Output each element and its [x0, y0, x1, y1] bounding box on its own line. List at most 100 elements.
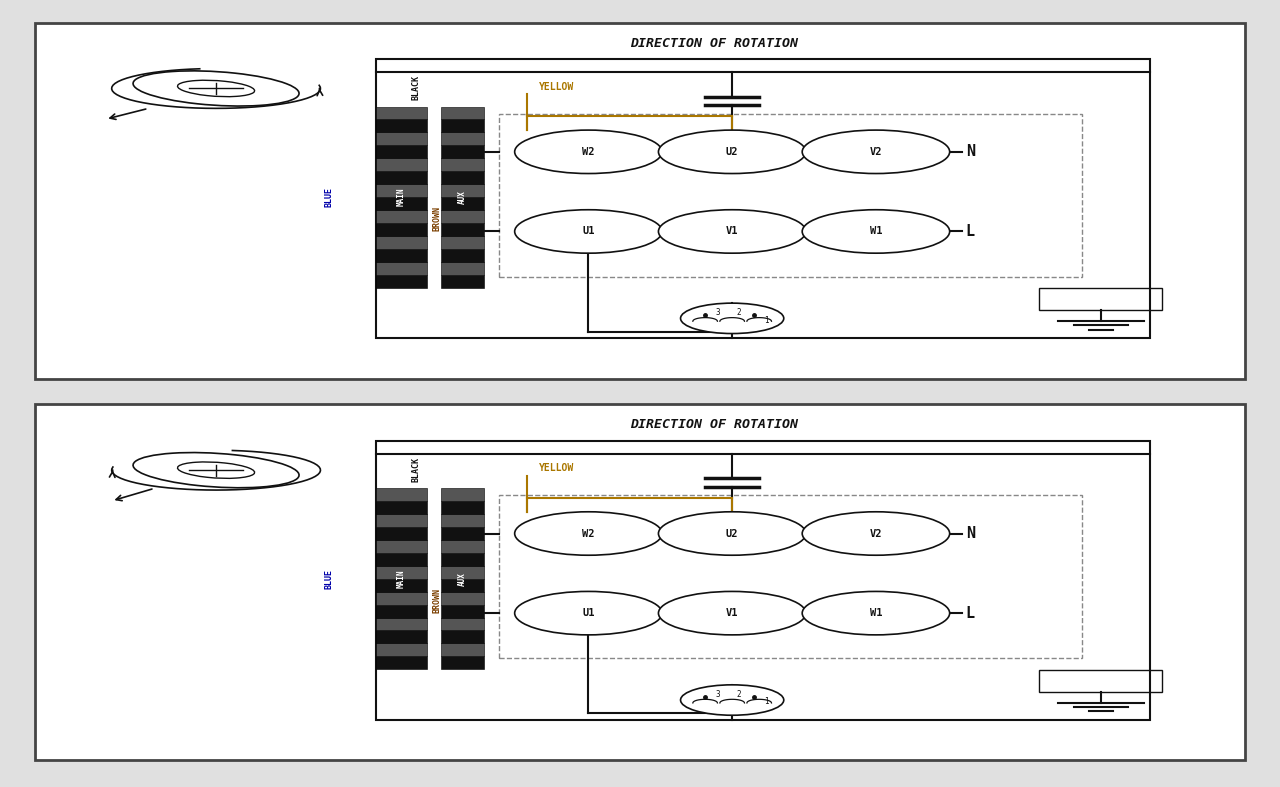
Bar — [440, 132, 484, 146]
Bar — [376, 566, 428, 578]
Bar — [1039, 670, 1162, 692]
Bar — [376, 630, 428, 644]
Bar — [440, 488, 484, 501]
Circle shape — [803, 592, 950, 635]
Bar — [440, 146, 484, 158]
Bar — [1039, 288, 1162, 310]
Bar — [376, 553, 428, 566]
Bar — [376, 644, 428, 656]
Text: 2: 2 — [736, 308, 741, 317]
Bar — [440, 578, 484, 592]
Bar — [440, 604, 484, 618]
Bar — [376, 172, 428, 184]
Text: AUX: AUX — [458, 190, 467, 204]
Text: N: N — [965, 526, 975, 541]
Text: 3: 3 — [716, 689, 719, 699]
Text: BLACK: BLACK — [412, 456, 421, 482]
Bar — [440, 618, 484, 630]
Text: V2: V2 — [869, 529, 882, 538]
Bar — [440, 172, 484, 184]
Circle shape — [681, 303, 783, 334]
Bar — [440, 527, 484, 540]
Bar — [376, 604, 428, 618]
Bar — [499, 496, 1083, 659]
Bar — [376, 184, 428, 197]
Bar — [499, 114, 1083, 277]
Text: DIRECTION OF ROTATION: DIRECTION OF ROTATION — [630, 419, 797, 431]
Text: MAIN: MAIN — [397, 188, 406, 206]
Bar — [440, 210, 484, 223]
Bar — [440, 262, 484, 275]
Circle shape — [515, 209, 662, 253]
Bar — [376, 197, 428, 210]
Text: W2: W2 — [582, 529, 595, 538]
Bar — [376, 146, 428, 158]
Text: YELLOW: YELLOW — [539, 464, 575, 473]
Text: 3: 3 — [716, 308, 719, 317]
Bar — [440, 106, 484, 120]
Bar — [376, 514, 428, 527]
Text: U1: U1 — [582, 227, 595, 236]
Text: V2: V2 — [869, 147, 882, 157]
Text: MAIN: MAIN — [397, 570, 406, 588]
Bar — [440, 275, 484, 287]
Bar — [440, 630, 484, 644]
Text: V1: V1 — [726, 227, 739, 236]
Bar — [376, 618, 428, 630]
Circle shape — [658, 130, 806, 173]
Bar — [440, 644, 484, 656]
Bar — [376, 275, 428, 287]
Bar — [440, 514, 484, 527]
Bar — [376, 501, 428, 514]
Bar — [376, 249, 428, 262]
Text: V1: V1 — [726, 608, 739, 618]
Bar — [440, 592, 484, 604]
Bar — [440, 197, 484, 210]
Bar — [376, 488, 428, 501]
Text: BLUE: BLUE — [325, 569, 334, 589]
Bar — [440, 656, 484, 669]
Bar — [376, 656, 428, 669]
Text: 1: 1 — [764, 697, 769, 707]
Bar — [376, 210, 428, 223]
Circle shape — [658, 512, 806, 556]
Bar — [376, 540, 428, 553]
Bar — [376, 578, 428, 592]
Text: 1: 1 — [764, 316, 769, 325]
Bar — [376, 223, 428, 236]
Text: DIRECTION OF ROTATION: DIRECTION OF ROTATION — [630, 37, 797, 50]
Bar — [440, 236, 484, 249]
Bar — [376, 60, 1149, 338]
Bar — [376, 132, 428, 146]
Circle shape — [515, 512, 662, 556]
Bar — [376, 592, 428, 604]
Circle shape — [515, 130, 662, 173]
Bar — [376, 527, 428, 540]
Circle shape — [803, 130, 950, 173]
Bar — [440, 249, 484, 262]
Text: N: N — [965, 144, 975, 159]
Circle shape — [681, 685, 783, 715]
Text: BROWN: BROWN — [433, 588, 442, 613]
Bar — [376, 442, 1149, 720]
Bar — [440, 223, 484, 236]
Text: W1: W1 — [869, 227, 882, 236]
Circle shape — [658, 209, 806, 253]
Bar — [376, 236, 428, 249]
Bar — [376, 262, 428, 275]
Text: 2: 2 — [736, 689, 741, 699]
Text: AUX: AUX — [458, 572, 467, 586]
Text: BROWN: BROWN — [433, 206, 442, 231]
Text: BLUE: BLUE — [325, 187, 334, 207]
Bar — [376, 158, 428, 172]
Circle shape — [515, 592, 662, 635]
Text: L: L — [965, 606, 975, 621]
Text: U2: U2 — [726, 147, 739, 157]
Text: W2: W2 — [582, 147, 595, 157]
Text: U1: U1 — [582, 608, 595, 618]
Bar — [376, 106, 428, 120]
Bar — [440, 184, 484, 197]
Text: YELLOW: YELLOW — [539, 82, 575, 91]
Bar — [440, 501, 484, 514]
Bar — [440, 540, 484, 553]
